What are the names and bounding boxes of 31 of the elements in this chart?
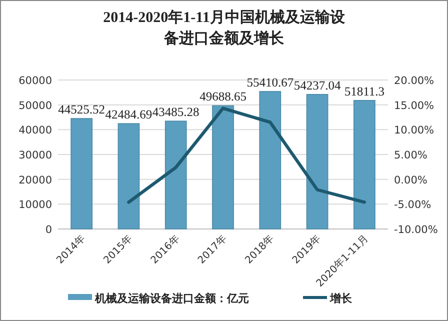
y2-tick-label: 20.00% [394,75,434,87]
bar [212,105,234,230]
data-label: 55410.67 [246,75,294,90]
data-label: 42484.69 [105,107,152,122]
chart-title: 2014-2020年1-11月中国机械及运输设备进口金额及增长 [103,9,346,47]
y-tick-label: 40000 [18,124,52,137]
bar [354,100,376,230]
y2-tick-label: 10.00% [394,124,434,137]
y-tick-label: 10000 [18,199,52,212]
legend-label: 机械及运输设备进口金额：亿元 [94,292,249,305]
data-label: 54237.04 [294,78,342,92]
bar [306,94,328,230]
y-tick-label: 50000 [18,100,52,112]
data-label: 49688.65 [200,90,246,104]
y2-tick-label: -5.00% [394,199,432,212]
bar [259,91,282,230]
legend-label: 增长 [329,292,353,305]
bar [70,118,92,230]
bar [118,123,140,230]
y-tick-label: 30000 [18,150,52,162]
data-label: 44525.52 [58,102,106,116]
data-label: 51811.3 [344,84,385,98]
y2-tick-label: 15.00% [394,100,434,112]
y-tick-label: 20000 [18,174,52,186]
y-tick-label: 60000 [18,75,52,87]
y2-tick-label: 5.00% [394,150,428,162]
data-label: 43485.28 [152,105,200,120]
y-tick-label: 0 [45,224,52,236]
y2-tick-label: -10.00% [394,224,438,236]
y2-tick-label: 0.00% [394,174,428,186]
bar [164,120,187,230]
